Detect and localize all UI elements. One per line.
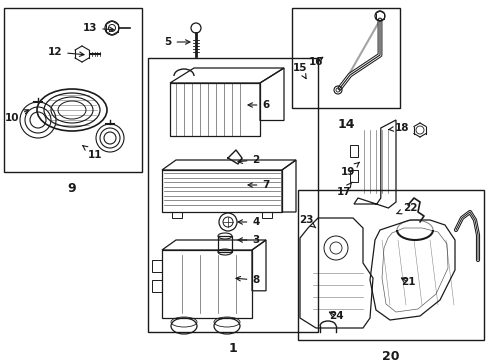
Text: 24: 24 — [328, 311, 343, 321]
Text: 17: 17 — [336, 182, 351, 197]
Bar — [152, 280, 162, 292]
Bar — [291, 8, 399, 108]
Text: 7: 7 — [247, 180, 269, 190]
Bar — [4, 8, 142, 172]
Text: 2: 2 — [238, 155, 259, 165]
Text: 10: 10 — [5, 110, 28, 123]
Text: 1: 1 — [228, 342, 237, 355]
Bar — [262, 212, 271, 218]
Text: 13: 13 — [82, 23, 114, 33]
Bar — [152, 260, 162, 272]
Text: 19: 19 — [340, 162, 359, 177]
Text: 12: 12 — [48, 47, 84, 57]
Bar — [162, 170, 282, 212]
Text: 14: 14 — [337, 118, 354, 131]
Bar — [349, 145, 357, 157]
Bar — [349, 170, 357, 182]
Text: 8: 8 — [236, 275, 259, 285]
Text: 20: 20 — [382, 350, 399, 360]
Bar — [218, 236, 231, 252]
Text: 22: 22 — [396, 203, 416, 214]
Text: 6: 6 — [247, 100, 269, 110]
Text: 11: 11 — [82, 145, 102, 160]
Text: 23: 23 — [298, 215, 315, 228]
Text: 4: 4 — [238, 217, 259, 227]
Text: 21: 21 — [400, 277, 414, 287]
Text: 9: 9 — [67, 182, 76, 195]
Bar — [297, 190, 483, 340]
Text: 5: 5 — [164, 37, 190, 47]
Text: 16: 16 — [308, 57, 323, 67]
Bar — [172, 212, 182, 218]
Text: 3: 3 — [238, 235, 259, 245]
Bar — [170, 83, 260, 135]
Bar — [162, 250, 251, 318]
Bar — [148, 58, 317, 332]
Text: 15: 15 — [292, 63, 306, 78]
Text: 18: 18 — [388, 123, 408, 133]
